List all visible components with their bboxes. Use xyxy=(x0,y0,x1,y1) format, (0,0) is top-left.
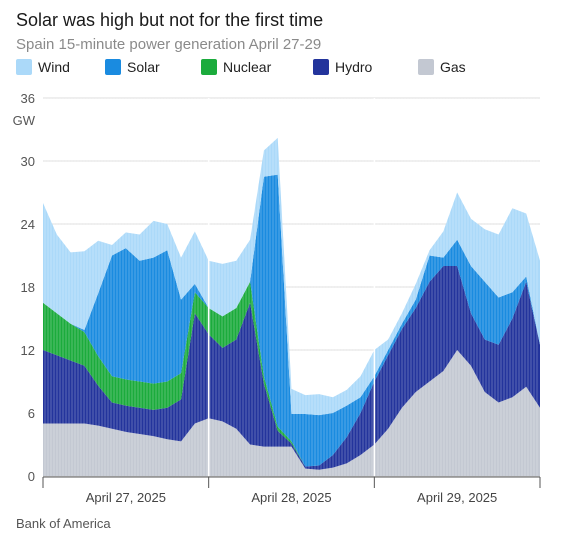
chart-legend: Wind Solar Nuclear Hydro Gas xyxy=(16,59,556,79)
legend-label-nuclear: Nuclear xyxy=(223,59,272,75)
legend-label-hydro: Hydro xyxy=(335,59,373,75)
y-tick-label: 30 xyxy=(21,154,35,169)
area-solar xyxy=(43,174,540,467)
interval-stripes xyxy=(44,98,538,476)
legend-swatch-nuclear xyxy=(201,59,217,75)
chart-subtitle: Spain 15-minute power generation April 2… xyxy=(16,36,322,53)
legend-item-gas: Gas xyxy=(418,59,466,75)
y-tick-label: 24 xyxy=(21,217,35,232)
y-tick-label: 36 xyxy=(21,91,35,106)
legend-label-wind: Wind xyxy=(38,59,70,75)
y-tick-label: 12 xyxy=(21,343,35,358)
x-tick-label: April 28, 2025 xyxy=(251,490,331,505)
legend-swatch-solar xyxy=(105,59,121,75)
area-hydro xyxy=(43,266,540,470)
legend-item-solar: Solar xyxy=(105,59,160,75)
legend-item-nuclear: Nuclear xyxy=(201,59,271,75)
legend-item-wind: Wind xyxy=(16,59,70,75)
y-tick-label: 18 xyxy=(21,280,35,295)
legend-swatch-hydro xyxy=(313,59,329,75)
legend-swatch-wind xyxy=(16,59,32,75)
legend-item-hydro: Hydro xyxy=(313,59,372,75)
axes: 0 6 12 18 24 30 36 GW April 27, 2025 April 28, 20… xyxy=(13,91,541,505)
y-unit-label: GW xyxy=(13,113,36,128)
chart-title: Solar was high but not for the first tim… xyxy=(16,10,324,30)
y-tick-label: 6 xyxy=(28,406,35,421)
source-note: Bank of America xyxy=(16,516,111,531)
legend-swatch-gas xyxy=(418,59,434,75)
legend-label-solar: Solar xyxy=(127,59,160,75)
x-tick-label: April 29, 2025 xyxy=(417,490,497,505)
x-tick-label: April 27, 2025 xyxy=(86,490,166,505)
area-gas xyxy=(43,350,540,476)
y-tick-label: 0 xyxy=(28,469,35,484)
legend-label-gas: Gas xyxy=(440,59,466,75)
series-areas xyxy=(43,137,540,476)
